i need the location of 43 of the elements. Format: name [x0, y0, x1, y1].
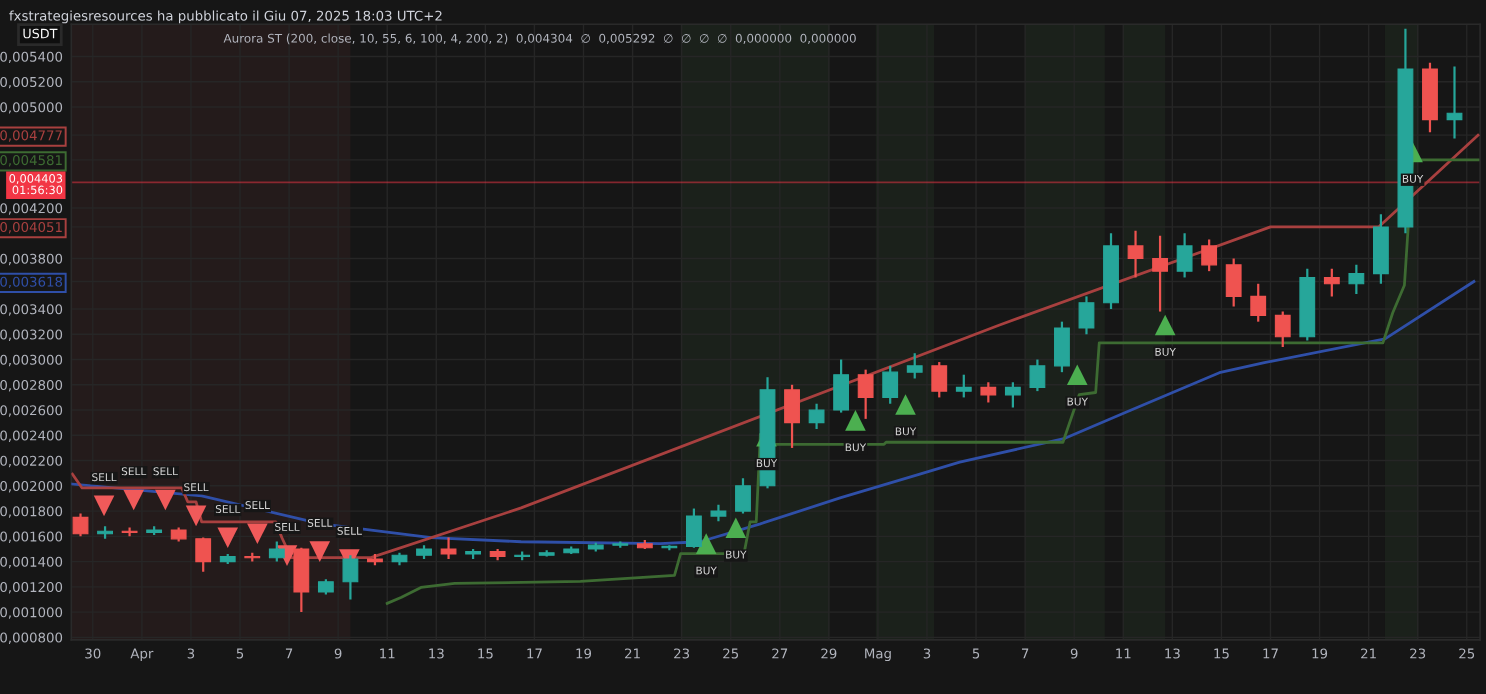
candlestick [784, 383, 800, 450]
point [695, 533, 717, 554]
candlestick [1348, 263, 1365, 295]
candlestick [931, 360, 948, 399]
point [185, 505, 207, 527]
candlestick [1029, 358, 1046, 393]
candlestick [268, 540, 285, 563]
point [1066, 364, 1088, 385]
candlestick [808, 402, 825, 431]
candlestick [440, 536, 457, 561]
candlestick [1004, 381, 1021, 409]
candlestick [1176, 232, 1193, 279]
candlestick [1372, 213, 1389, 285]
candlestick [882, 364, 899, 405]
candlestick [1078, 295, 1095, 336]
candlestick [72, 512, 89, 538]
candlestick [195, 536, 212, 573]
point [725, 517, 747, 539]
point [309, 541, 331, 562]
candlestick [1127, 229, 1144, 279]
candlestick [980, 381, 997, 404]
candlestick [1274, 310, 1291, 349]
candlestick [735, 477, 751, 515]
candlestick [1152, 234, 1168, 313]
candlestick [1225, 257, 1242, 308]
point [155, 489, 176, 511]
candlestick [685, 507, 702, 549]
candlestick [1323, 267, 1340, 298]
candlestick [955, 373, 972, 399]
candlestick [1446, 65, 1463, 140]
point [217, 527, 239, 549]
point [845, 410, 866, 431]
candlestick [857, 368, 874, 420]
point [93, 495, 115, 517]
candlestick [1250, 282, 1267, 323]
point [123, 489, 144, 511]
candlestick [1201, 238, 1218, 273]
candlestick [1054, 320, 1070, 374]
candlestick [833, 358, 850, 414]
candlestick [906, 352, 923, 380]
point [1154, 314, 1176, 336]
point [895, 394, 916, 415]
point [247, 523, 268, 545]
